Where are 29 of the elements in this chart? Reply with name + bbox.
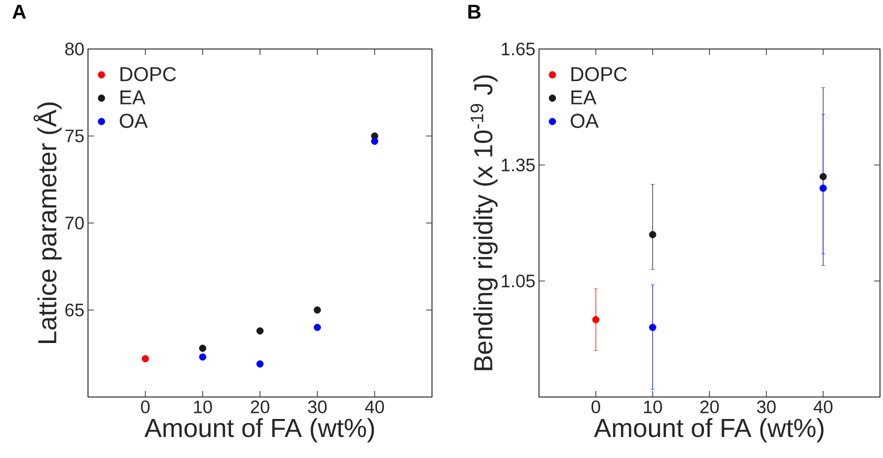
legend-label: OA — [120, 114, 148, 128]
y-tick-label: 70 — [65, 216, 84, 230]
x-tick-label: 0 — [141, 400, 150, 414]
x-tick-label: 30 — [757, 400, 776, 414]
y-tick-label: 1.35 — [502, 158, 535, 172]
y-axis-title: Lattice parameter (Å) — [34, 102, 62, 343]
legend-label: EA — [120, 90, 146, 104]
y-tick-label: 1.65 — [502, 42, 535, 56]
y-tick-label: 75 — [65, 130, 84, 142]
x-tick-label: 30 — [308, 400, 327, 414]
x-tick-label: 40 — [365, 400, 384, 414]
x-axis-title: Amount of FA (wt%) — [144, 418, 374, 442]
x-axis-title: Amount of FA (wt%) — [594, 418, 824, 442]
x-tick-label: 10 — [644, 400, 662, 414]
y-tick-label: 1.05 — [502, 274, 535, 288]
x-tick-label: 10 — [194, 400, 212, 414]
y-axis-title: Bending rigidity (x 10$^{-19}$ J) — [470, 75, 498, 370]
legend-label: EA — [571, 90, 596, 104]
x-tick-label: 40 — [814, 400, 832, 414]
legend-label: DOPC — [120, 67, 176, 82]
chart-title: A — [12, 4, 26, 19]
x-tick-label: 20 — [250, 400, 270, 414]
legend-label: OA — [570, 114, 599, 128]
x-tick-label: 0 — [592, 400, 600, 414]
chart-title: B — [468, 4, 481, 19]
y-tick-label: 65 — [65, 304, 84, 316]
y-tick-label: 80 — [65, 42, 84, 56]
x-tick-label: 20 — [700, 400, 719, 414]
legend-label: DOPC — [571, 67, 627, 82]
